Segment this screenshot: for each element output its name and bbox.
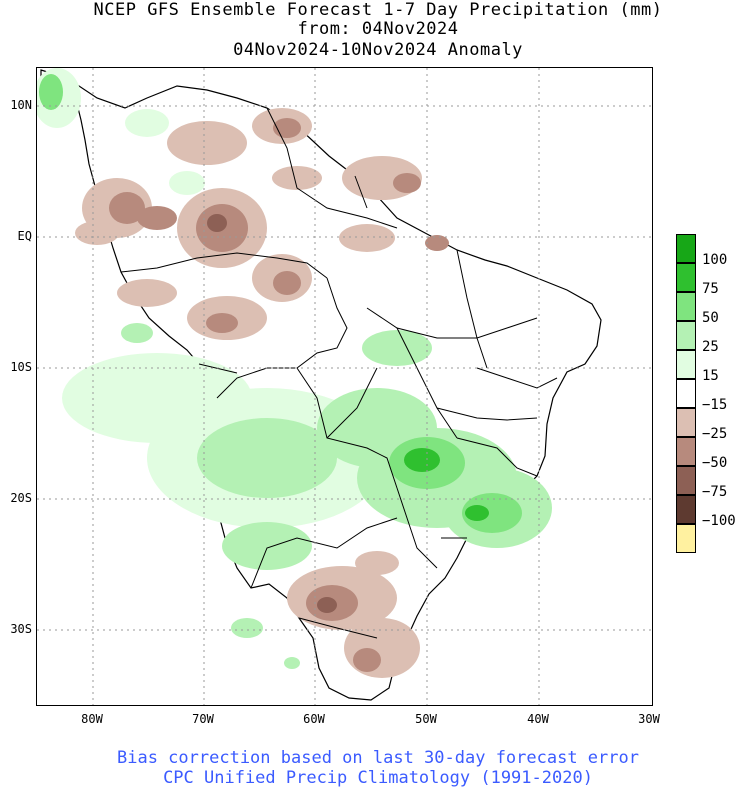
legend-swatch: [676, 350, 696, 379]
chart-title: NCEP GFS Ensemble Forecast 1-7 Day Preci…: [93, 0, 663, 20]
legend-label: −15: [702, 397, 728, 413]
legend-label: 50: [702, 310, 719, 326]
legend-swatch: [676, 292, 696, 321]
country-borders: [120, 107, 558, 639]
positive-anomaly-regions: [37, 68, 552, 669]
legend-item: −75: [676, 466, 756, 499]
lat-label-30s: 30S: [10, 622, 32, 636]
legend-label: −75: [702, 484, 728, 500]
forecast-start-date: from: 04Nov2024: [297, 19, 459, 39]
legend-swatch: [676, 466, 696, 495]
forecast-period-subtitle: 04Nov2024-10Nov2024 Anomaly: [233, 40, 523, 60]
legend-label: 15: [702, 368, 719, 384]
legend-item: 100: [676, 234, 756, 267]
legend-swatch: [676, 524, 696, 553]
lon-label-40w: 40W: [527, 712, 549, 726]
legend-item: −25: [676, 408, 756, 441]
legend-item: 75: [676, 263, 756, 296]
lon-label-50w: 50W: [415, 712, 437, 726]
lat-label-eq: EQ: [17, 229, 32, 243]
lat-label-10n: 10N: [10, 98, 32, 112]
legend-item: 15: [676, 350, 756, 383]
anomaly-map: [36, 67, 653, 706]
legend-label: −50: [702, 455, 728, 471]
footer-climatology-note: CPC Unified Precip Climatology (1991-202…: [163, 768, 593, 788]
map-canvas: [37, 68, 652, 705]
lon-label-80w: 80W: [81, 712, 103, 726]
legend-swatch: [676, 379, 696, 408]
legend-item: 50: [676, 292, 756, 325]
footer-bias-note: Bias correction based on last 30-day for…: [117, 748, 639, 768]
legend-swatch: [676, 437, 696, 466]
legend-label: 25: [702, 339, 719, 355]
legend-swatch: [676, 495, 696, 524]
legend-swatch: [676, 234, 696, 263]
legend-label: 100: [702, 252, 728, 268]
legend-swatch: [676, 408, 696, 437]
legend-item: [676, 524, 756, 553]
lat-label-20s: 20S: [10, 491, 32, 505]
legend-swatch: [676, 321, 696, 350]
legend-item: −50: [676, 437, 756, 470]
legend-label: 75: [702, 281, 719, 297]
legend-item: 25: [676, 321, 756, 354]
legend-swatch: [676, 263, 696, 292]
lon-label-60w: 60W: [303, 712, 325, 726]
legend-label: −100: [702, 513, 736, 529]
color-legend: 100 75 50 25 15 −15 −25 −50 −75 −100: [676, 234, 756, 553]
grid-lines: [37, 68, 652, 705]
lon-label-70w: 70W: [192, 712, 214, 726]
legend-item: −15: [676, 379, 756, 412]
legend-label: −25: [702, 426, 728, 442]
lon-label-30w: 30W: [638, 712, 660, 726]
lat-label-10s: 10S: [10, 360, 32, 374]
negative-anomaly-regions: [75, 108, 449, 678]
legend-item: −100: [676, 495, 756, 528]
